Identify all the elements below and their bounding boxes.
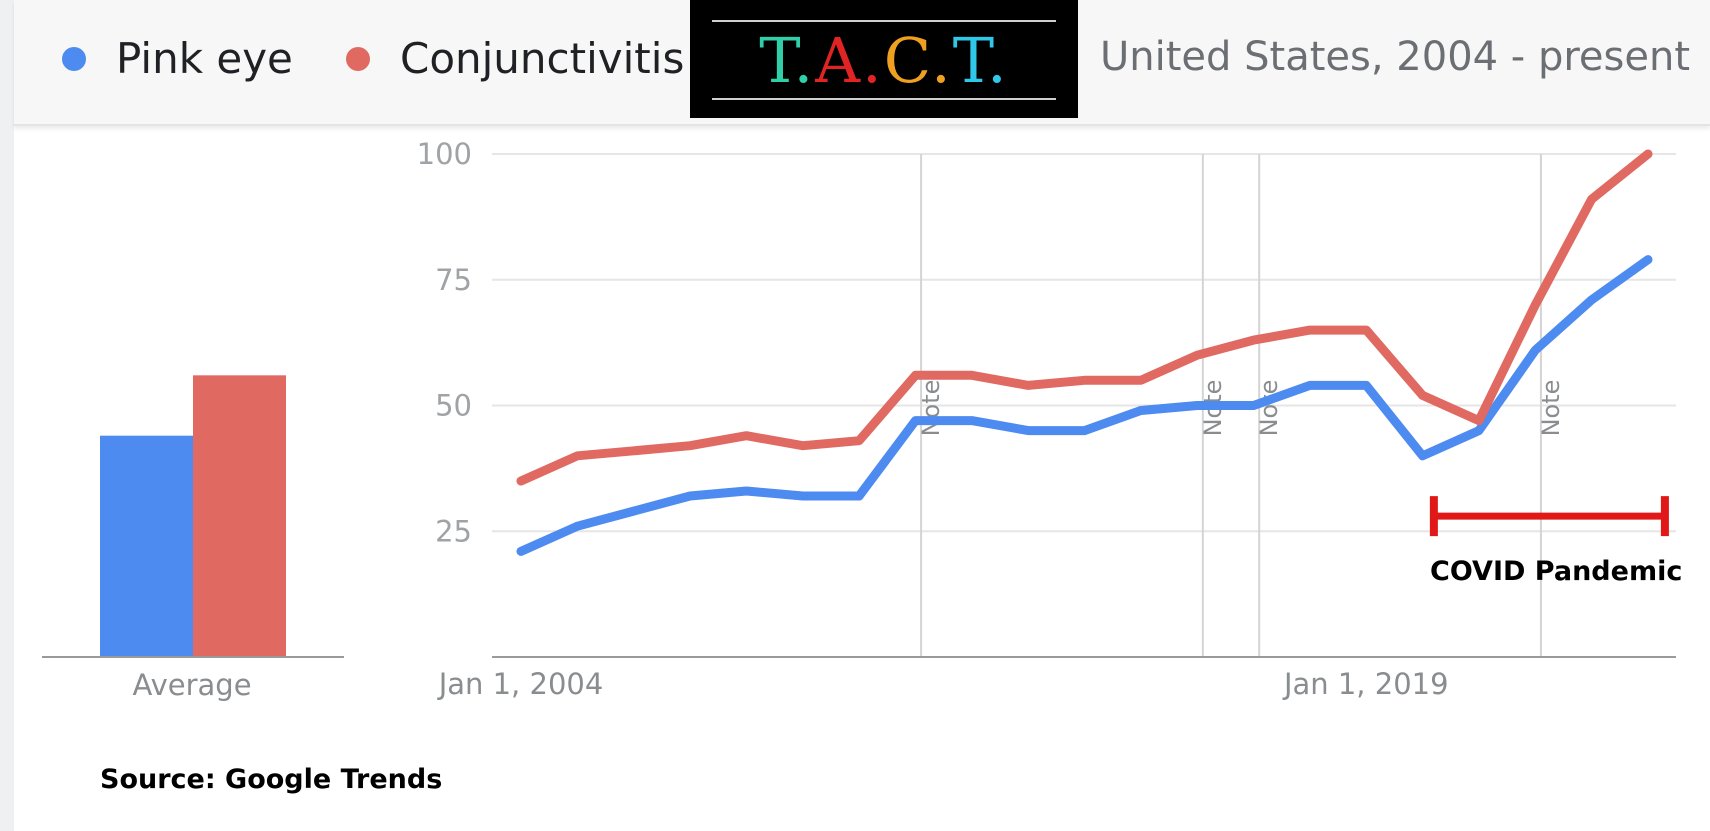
- source-note: Source: Google Trends: [100, 764, 443, 795]
- legend-item-pink-eye[interactable]: Pink eye: [62, 34, 293, 83]
- legend-item-conjunctivitis[interactable]: Conjunctivitis: [346, 34, 684, 83]
- tact-logo: T.A.C.T.: [690, 0, 1078, 118]
- pink-eye-dot-icon: [62, 46, 86, 71]
- region-label: United States, 2004 - present: [1100, 34, 1690, 80]
- y-tick-label: 50: [435, 389, 472, 423]
- average-bar-chart: Average: [42, 375, 344, 702]
- average-bar-pink-eye: [100, 435, 193, 657]
- logo-letter: A: [815, 24, 863, 97]
- logo-letter: C: [883, 24, 931, 97]
- logo-bottom-rule: [712, 98, 1056, 100]
- logo-letter: T: [759, 24, 794, 97]
- x-tick-label: Jan 1, 2019: [1282, 667, 1449, 701]
- note-label: Note: [1537, 380, 1565, 437]
- note-label: Note: [917, 380, 945, 437]
- logo-text: T.A.C.T.: [690, 24, 1078, 97]
- logo-dot: .: [793, 24, 816, 97]
- logo-dot: .: [931, 24, 953, 97]
- x-tick-label-average: Average: [132, 668, 251, 702]
- logo-dot: .: [986, 24, 1009, 97]
- y-tick-label: 25: [435, 514, 472, 548]
- series-line-pink-eye: [516, 255, 1653, 556]
- chart-card: Pink eye Conjunctivitis United States, 2…: [14, 0, 1710, 831]
- legend-label-pink-eye: Pink eye: [116, 34, 293, 83]
- legend-label-conjunctivitis: Conjunctivitis: [400, 34, 685, 83]
- x-tick-label: Jan 1, 2004: [437, 667, 604, 701]
- conjunctivitis-dot-icon: [346, 46, 370, 71]
- logo-letter: T: [952, 24, 987, 97]
- covid-annotation-label: COVID Pandemic: [1430, 556, 1682, 587]
- average-bar-conjunctivitis: [193, 375, 286, 657]
- y-tick-label: 75: [435, 263, 472, 297]
- logo-dot: .: [862, 24, 884, 97]
- y-tick-label: 100: [417, 137, 472, 171]
- series-line-conjunctivitis: [516, 149, 1653, 486]
- logo-top-rule: [712, 20, 1056, 22]
